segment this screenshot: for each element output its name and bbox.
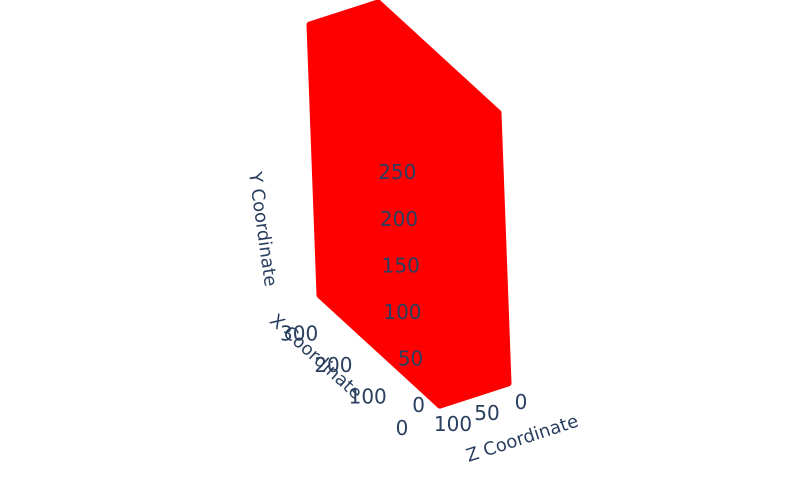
y-tick-label: 150 [382,253,420,277]
x-tick-label: 0 [396,416,409,440]
point-cloud-top-face [306,0,502,139]
y-tick-label: 250 [378,160,416,184]
x-tick-label: 300 [280,322,318,346]
z-tick-label: 0 [515,390,528,414]
y-tick-label: 50 [398,346,423,370]
x-tick-label: 100 [349,385,387,409]
z-tick-label: 50 [474,401,499,425]
y-tick-label: 0 [412,393,425,417]
x-tick-label: 200 [314,353,352,377]
z-tick-label: 100 [434,412,472,436]
y-axis-title: Y Coordinate [244,170,281,288]
y-tick-label: 100 [383,300,421,324]
y-tick-label: 200 [380,207,418,231]
point-cloud [306,0,512,409]
